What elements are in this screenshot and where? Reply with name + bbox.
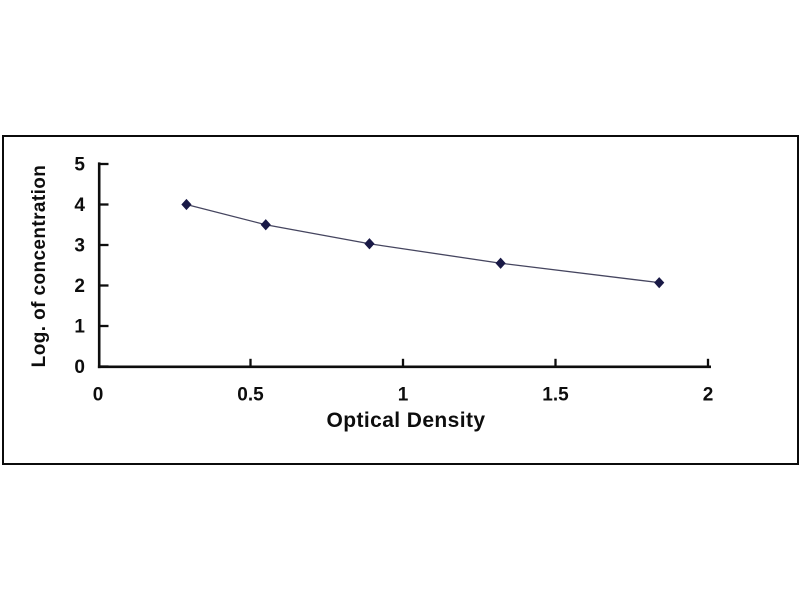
data-point-marker bbox=[260, 219, 271, 231]
x-tick-label: 1.5 bbox=[542, 385, 569, 406]
y-axis-title: Log. of concentration bbox=[29, 164, 50, 368]
data-point-marker bbox=[654, 277, 665, 289]
y-tick-label: 5 bbox=[74, 155, 85, 176]
x-tick-label: 1 bbox=[398, 385, 409, 406]
chart-frame bbox=[2, 135, 799, 465]
y-tick-label: 0 bbox=[74, 357, 85, 378]
y-tick-label: 2 bbox=[74, 276, 85, 297]
data-point-marker bbox=[181, 198, 192, 211]
x-tick-label: 0.5 bbox=[237, 385, 264, 406]
x-axis-title: Optical Density bbox=[326, 409, 486, 432]
data-point-marker bbox=[364, 238, 375, 250]
data-point-marker bbox=[495, 257, 506, 269]
x-tick-label: 2 bbox=[703, 385, 714, 406]
y-tick-label: 4 bbox=[74, 195, 85, 216]
x-tick-label: 0 bbox=[93, 385, 104, 406]
y-tick-label: 1 bbox=[74, 317, 85, 338]
y-tick-label: 3 bbox=[74, 236, 85, 257]
series-line bbox=[186, 203, 660, 284]
